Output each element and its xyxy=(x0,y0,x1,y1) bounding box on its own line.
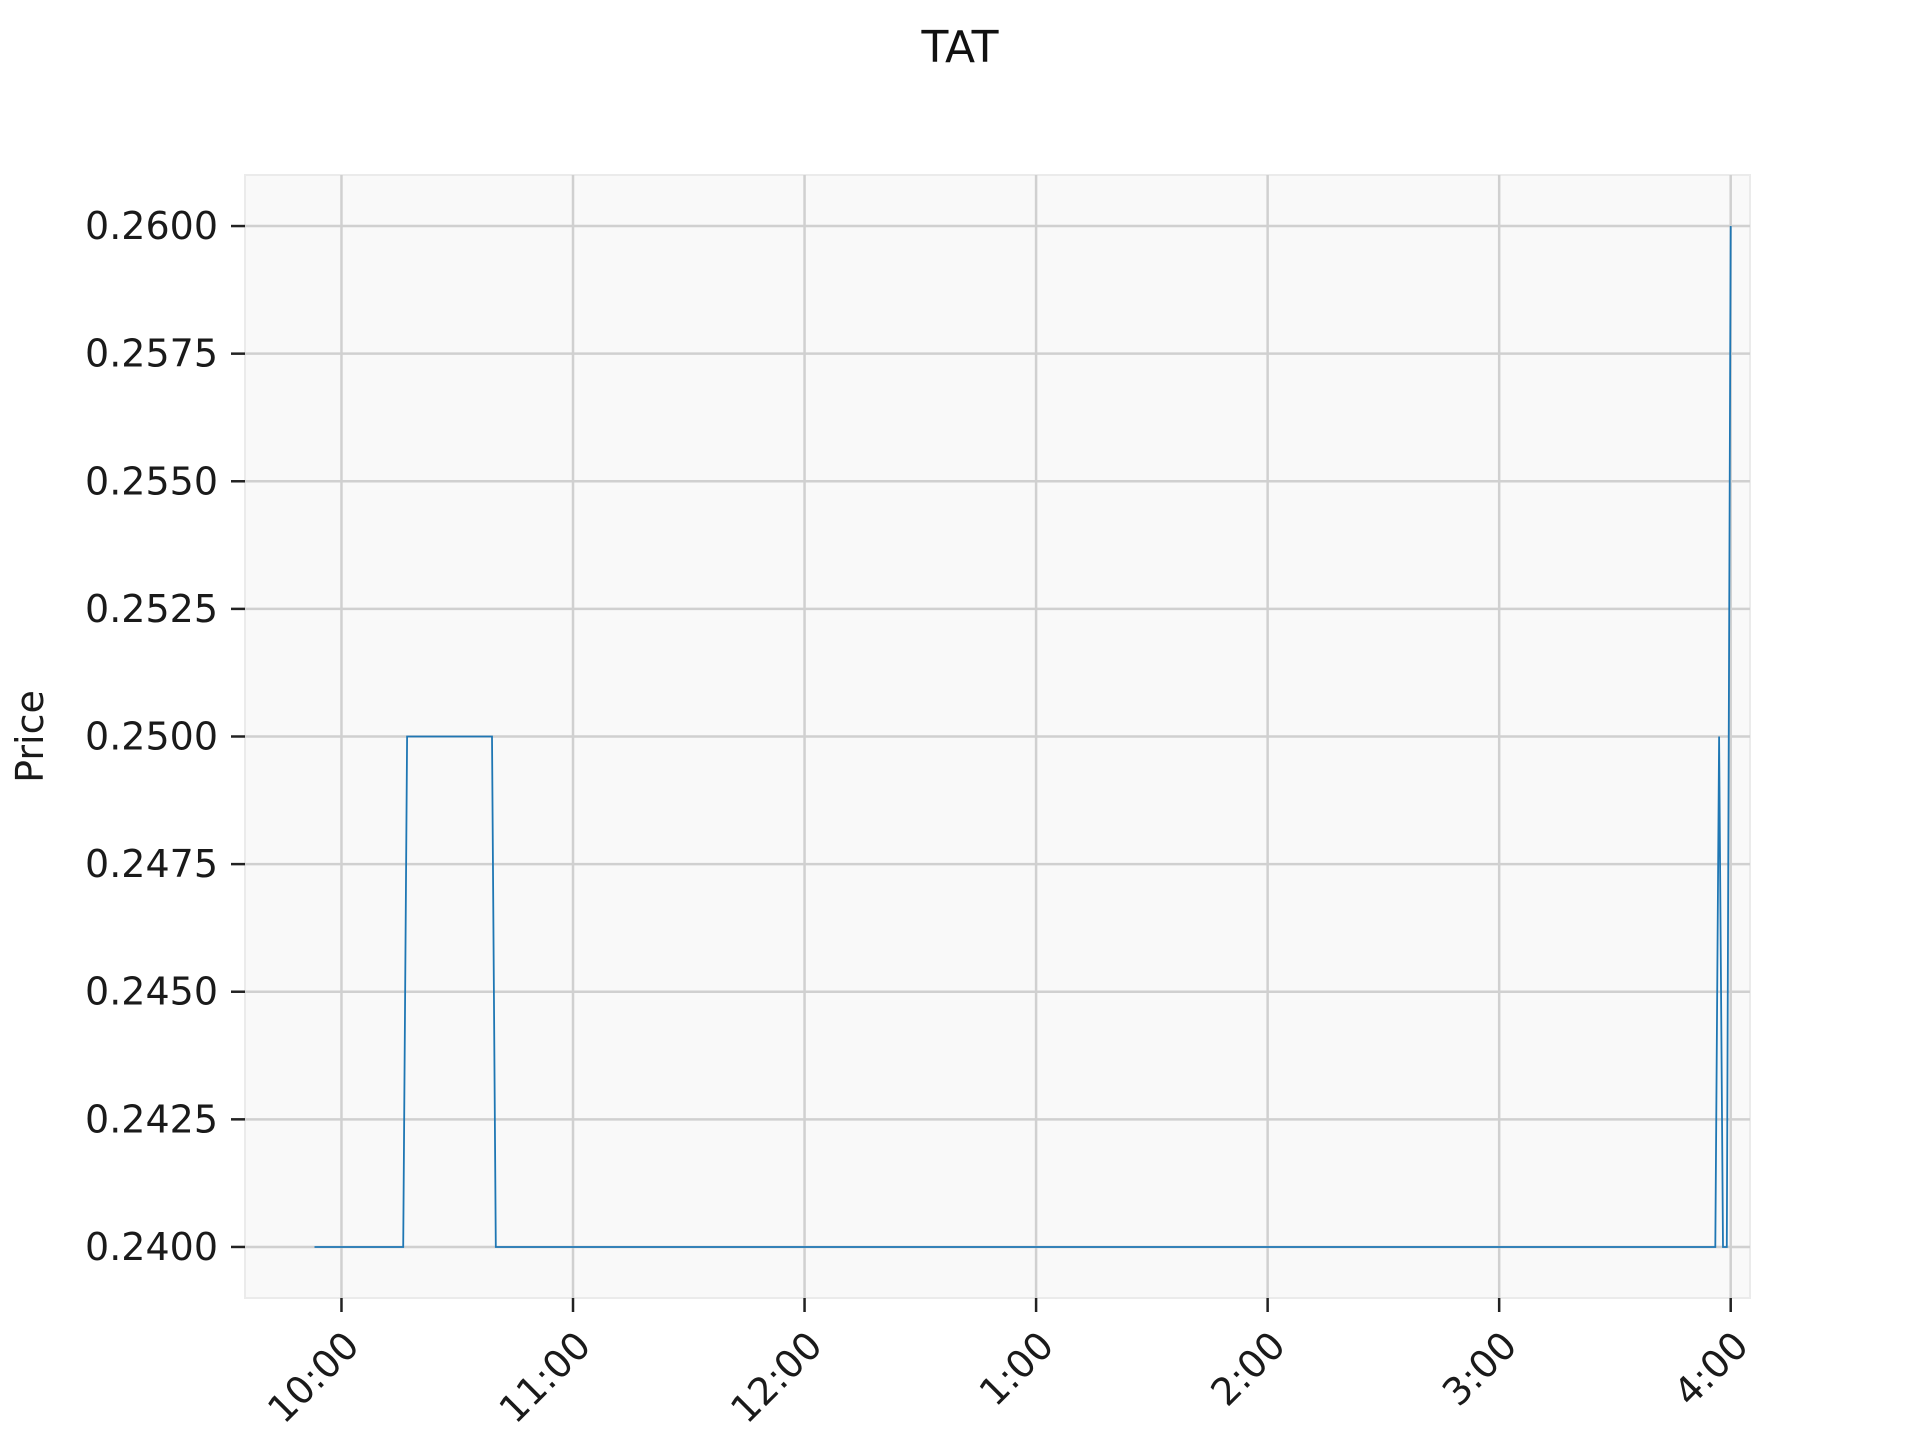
y-tick-label: 0.2400 xyxy=(85,1225,218,1269)
x-tick-label: 3:00 xyxy=(1434,1323,1525,1414)
x-tick-label: 10:00 xyxy=(259,1323,368,1432)
series-line xyxy=(314,225,1732,1248)
y-tick-label: 0.2575 xyxy=(85,332,218,376)
x-tick-label: 2:00 xyxy=(1202,1323,1293,1414)
y-tick-label: 0.2425 xyxy=(85,1097,218,1141)
y-tick-label: 0.2525 xyxy=(85,587,218,631)
x-tick-label: 1:00 xyxy=(971,1323,1062,1414)
chart-title: TAT xyxy=(921,22,999,73)
y-tick-label: 0.2475 xyxy=(85,842,218,886)
y-tick-label: 0.2450 xyxy=(85,970,218,1014)
x-tick-label: 4:00 xyxy=(1665,1323,1756,1414)
x-tick-label: 12:00 xyxy=(722,1323,831,1432)
y-tick-label: 0.2600 xyxy=(85,204,218,248)
plot-area: 10:00 11:00 12:00 1:00 2:00 3:00 4:00 0.2400 0.2… xyxy=(8,174,1757,1432)
y-tick-label: 0.2550 xyxy=(85,459,218,503)
y-axis-label: Price xyxy=(8,690,52,783)
y-tick-label: 0.2500 xyxy=(85,715,218,759)
x-tick-label: 11:00 xyxy=(491,1323,600,1432)
